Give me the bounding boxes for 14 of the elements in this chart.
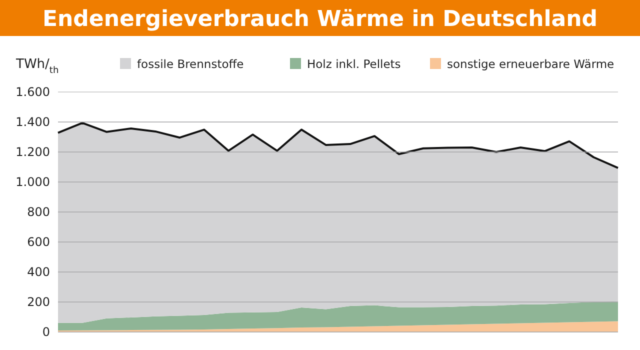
y-tick-label: 1.400 <box>16 115 50 129</box>
y-tick-label: 600 <box>27 235 50 249</box>
chart-title: Endenergieverbrauch Wärme in Deutschland <box>42 7 598 32</box>
y-axis-title: TWh/$_{th}$ <box>15 57 59 76</box>
y-tick-label: 200 <box>27 295 50 309</box>
y-tick-label: 1.000 <box>16 175 50 189</box>
y-tick-label: 0 <box>42 325 50 339</box>
y-tick-label: 800 <box>27 205 50 219</box>
y-tick-label: 1.600 <box>16 85 50 99</box>
y-tick-label: 400 <box>27 265 50 279</box>
legend-label: Holz inkl. Pellets <box>307 57 401 71</box>
legend-label: fossile Brennstoffe <box>137 57 244 71</box>
y-tick-label: 1.200 <box>16 145 50 159</box>
legend-label: sonstige erneuerbare Wärme <box>447 57 614 71</box>
